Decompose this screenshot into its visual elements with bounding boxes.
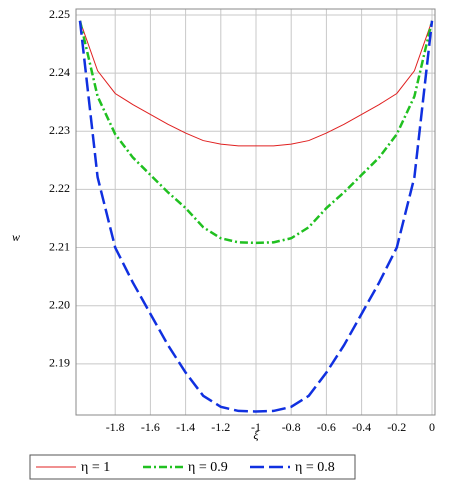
y-tick-label: 2.25 <box>49 7 70 21</box>
x-tick-label: -1 <box>251 420 261 434</box>
y-tick-label: 2.20 <box>49 297 70 311</box>
legend-label: η = 1 <box>81 460 110 475</box>
y-tick-label: 2.19 <box>49 356 70 370</box>
y-tick-label: 2.23 <box>49 123 70 137</box>
x-tick-label: -1.4 <box>176 420 195 434</box>
y-tick-label: 2.21 <box>49 239 70 253</box>
x-tick-label: -1.2 <box>211 420 230 434</box>
x-tick-label: -0.6 <box>317 420 336 434</box>
series-line <box>79 20 433 147</box>
y-tick-label: 2.24 <box>49 65 70 79</box>
x-tick-label: 0 <box>429 420 435 434</box>
x-tick-label: -0.4 <box>352 420 371 434</box>
x-axis-label: ξ <box>253 428 259 442</box>
plot-frame <box>75 8 436 416</box>
legend-box <box>29 454 356 480</box>
x-tick-label: -0.8 <box>282 420 301 434</box>
x-tick-label: -0.2 <box>387 420 406 434</box>
legend-label: η = 0.9 <box>188 460 228 475</box>
x-tick-label: -1.6 <box>141 420 160 434</box>
y-tick-label: 2.22 <box>49 181 70 195</box>
legend-label: η = 0.8 <box>295 460 335 475</box>
y-axis-label: w <box>12 230 20 244</box>
x-tick-label: -1.8 <box>106 420 125 434</box>
series-line <box>78 20 434 413</box>
series-line <box>78 20 434 245</box>
